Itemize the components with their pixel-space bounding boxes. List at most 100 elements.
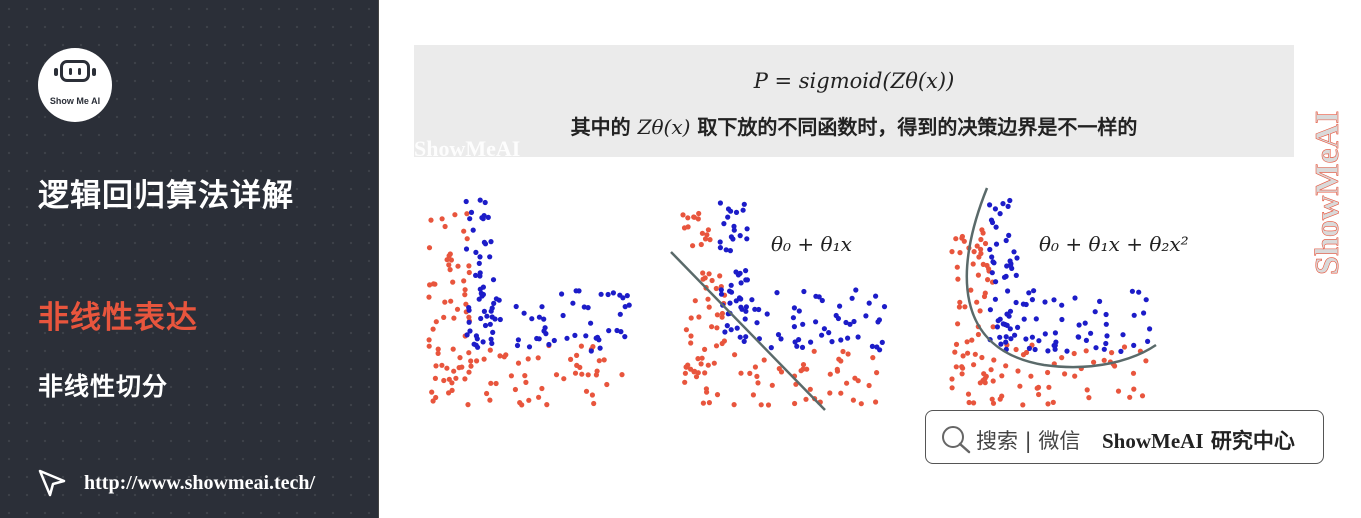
blue-point	[721, 221, 727, 227]
blue-point	[467, 328, 473, 334]
blue-point	[1008, 336, 1014, 342]
blue-point	[1033, 316, 1039, 322]
website-link[interactable]: http://www.showmeai.tech/	[84, 472, 316, 494]
blue-point	[488, 239, 494, 245]
blue-point	[1147, 326, 1153, 332]
blue-point	[1029, 334, 1035, 340]
red-point	[807, 386, 813, 392]
blue-point	[717, 239, 723, 245]
blue-point	[1131, 312, 1137, 318]
red-point	[693, 374, 700, 380]
blue-point	[833, 312, 839, 319]
blue-point	[1011, 249, 1017, 255]
blue-point	[813, 319, 819, 325]
blue-point	[478, 315, 484, 322]
blue-point	[733, 298, 739, 304]
blue-point	[768, 345, 774, 351]
red-point	[435, 346, 441, 352]
blue-point	[873, 293, 879, 299]
red-point	[702, 346, 708, 352]
blue-point	[743, 334, 749, 340]
red-point	[430, 326, 436, 332]
red-point	[515, 360, 522, 366]
quadratic-decision-boundary	[965, 187, 1157, 369]
red-point	[699, 230, 705, 236]
blue-point	[737, 334, 743, 340]
blue-point	[849, 295, 855, 301]
blue-point	[997, 334, 1003, 340]
red-point	[1121, 344, 1128, 350]
red-point	[447, 251, 453, 257]
blue-point	[1003, 237, 1009, 244]
blue-point	[622, 304, 628, 310]
red-point	[827, 390, 833, 396]
red-point	[591, 400, 597, 407]
blue-point	[1032, 346, 1038, 353]
red-point	[439, 216, 445, 222]
red-point	[444, 365, 450, 371]
blue-point	[605, 291, 611, 298]
blue-point	[559, 291, 565, 297]
red-point	[858, 401, 864, 407]
blue-point	[799, 344, 806, 350]
red-point	[439, 362, 445, 368]
formula-box: P = sigmoid(Zθ(x)) 其中的 Zθ(x) 取下放的不同函数时，得…	[414, 45, 1294, 157]
red-point	[442, 299, 448, 305]
blue-point	[730, 236, 736, 242]
blue-point	[1064, 348, 1070, 354]
formula-z-theta: Zθ(x)	[637, 115, 691, 139]
blue-point	[791, 305, 797, 311]
red-point	[448, 298, 454, 304]
red-point	[1017, 383, 1023, 389]
red-point	[705, 227, 711, 233]
red-point	[949, 376, 955, 382]
red-point	[977, 308, 983, 314]
blue-point	[1021, 316, 1027, 322]
linear-decision-boundary	[670, 251, 826, 411]
robot-face-icon	[60, 60, 90, 82]
blue-point	[534, 335, 540, 342]
red-point	[426, 337, 432, 343]
blue-point	[463, 246, 470, 252]
wechat-search-box[interactable]: 搜索 | 微信 ShowMeAI 研究中心	[925, 410, 1324, 464]
blue-point	[723, 247, 729, 253]
red-point	[990, 324, 996, 330]
red-point	[450, 279, 456, 285]
blue-point	[1145, 338, 1151, 344]
red-point	[619, 372, 625, 378]
blue-point	[743, 304, 749, 310]
red-point	[705, 362, 711, 368]
blue-point	[1093, 345, 1099, 351]
red-point	[466, 314, 472, 320]
red-point	[706, 271, 712, 277]
red-point	[982, 380, 988, 386]
showmeai-logo[interactable]: Show Me AI	[38, 48, 112, 122]
red-point	[955, 276, 961, 282]
blue-point	[1031, 288, 1037, 294]
red-point	[953, 236, 959, 242]
formula-prefix: 其中的	[570, 115, 631, 139]
blue-point	[738, 296, 744, 302]
blue-point	[489, 305, 495, 311]
blue-point	[1026, 345, 1032, 351]
red-point	[709, 277, 715, 284]
red-point	[980, 230, 986, 236]
red-point	[433, 363, 439, 369]
blue-point	[866, 300, 872, 306]
red-point	[955, 321, 961, 327]
blue-point	[737, 233, 743, 239]
blue-point	[588, 320, 594, 326]
blue-point	[743, 277, 749, 283]
red-point	[695, 356, 701, 362]
blue-point	[539, 304, 545, 310]
blue-point	[1001, 274, 1008, 280]
red-point	[462, 287, 468, 293]
red-point	[971, 249, 977, 255]
red-point	[731, 402, 737, 408]
brand-english: ShowMeAI	[1102, 429, 1204, 453]
red-point	[714, 325, 720, 331]
blue-point	[740, 207, 746, 213]
blue-point	[837, 303, 843, 309]
red-point	[792, 400, 798, 407]
red-point	[706, 304, 712, 310]
